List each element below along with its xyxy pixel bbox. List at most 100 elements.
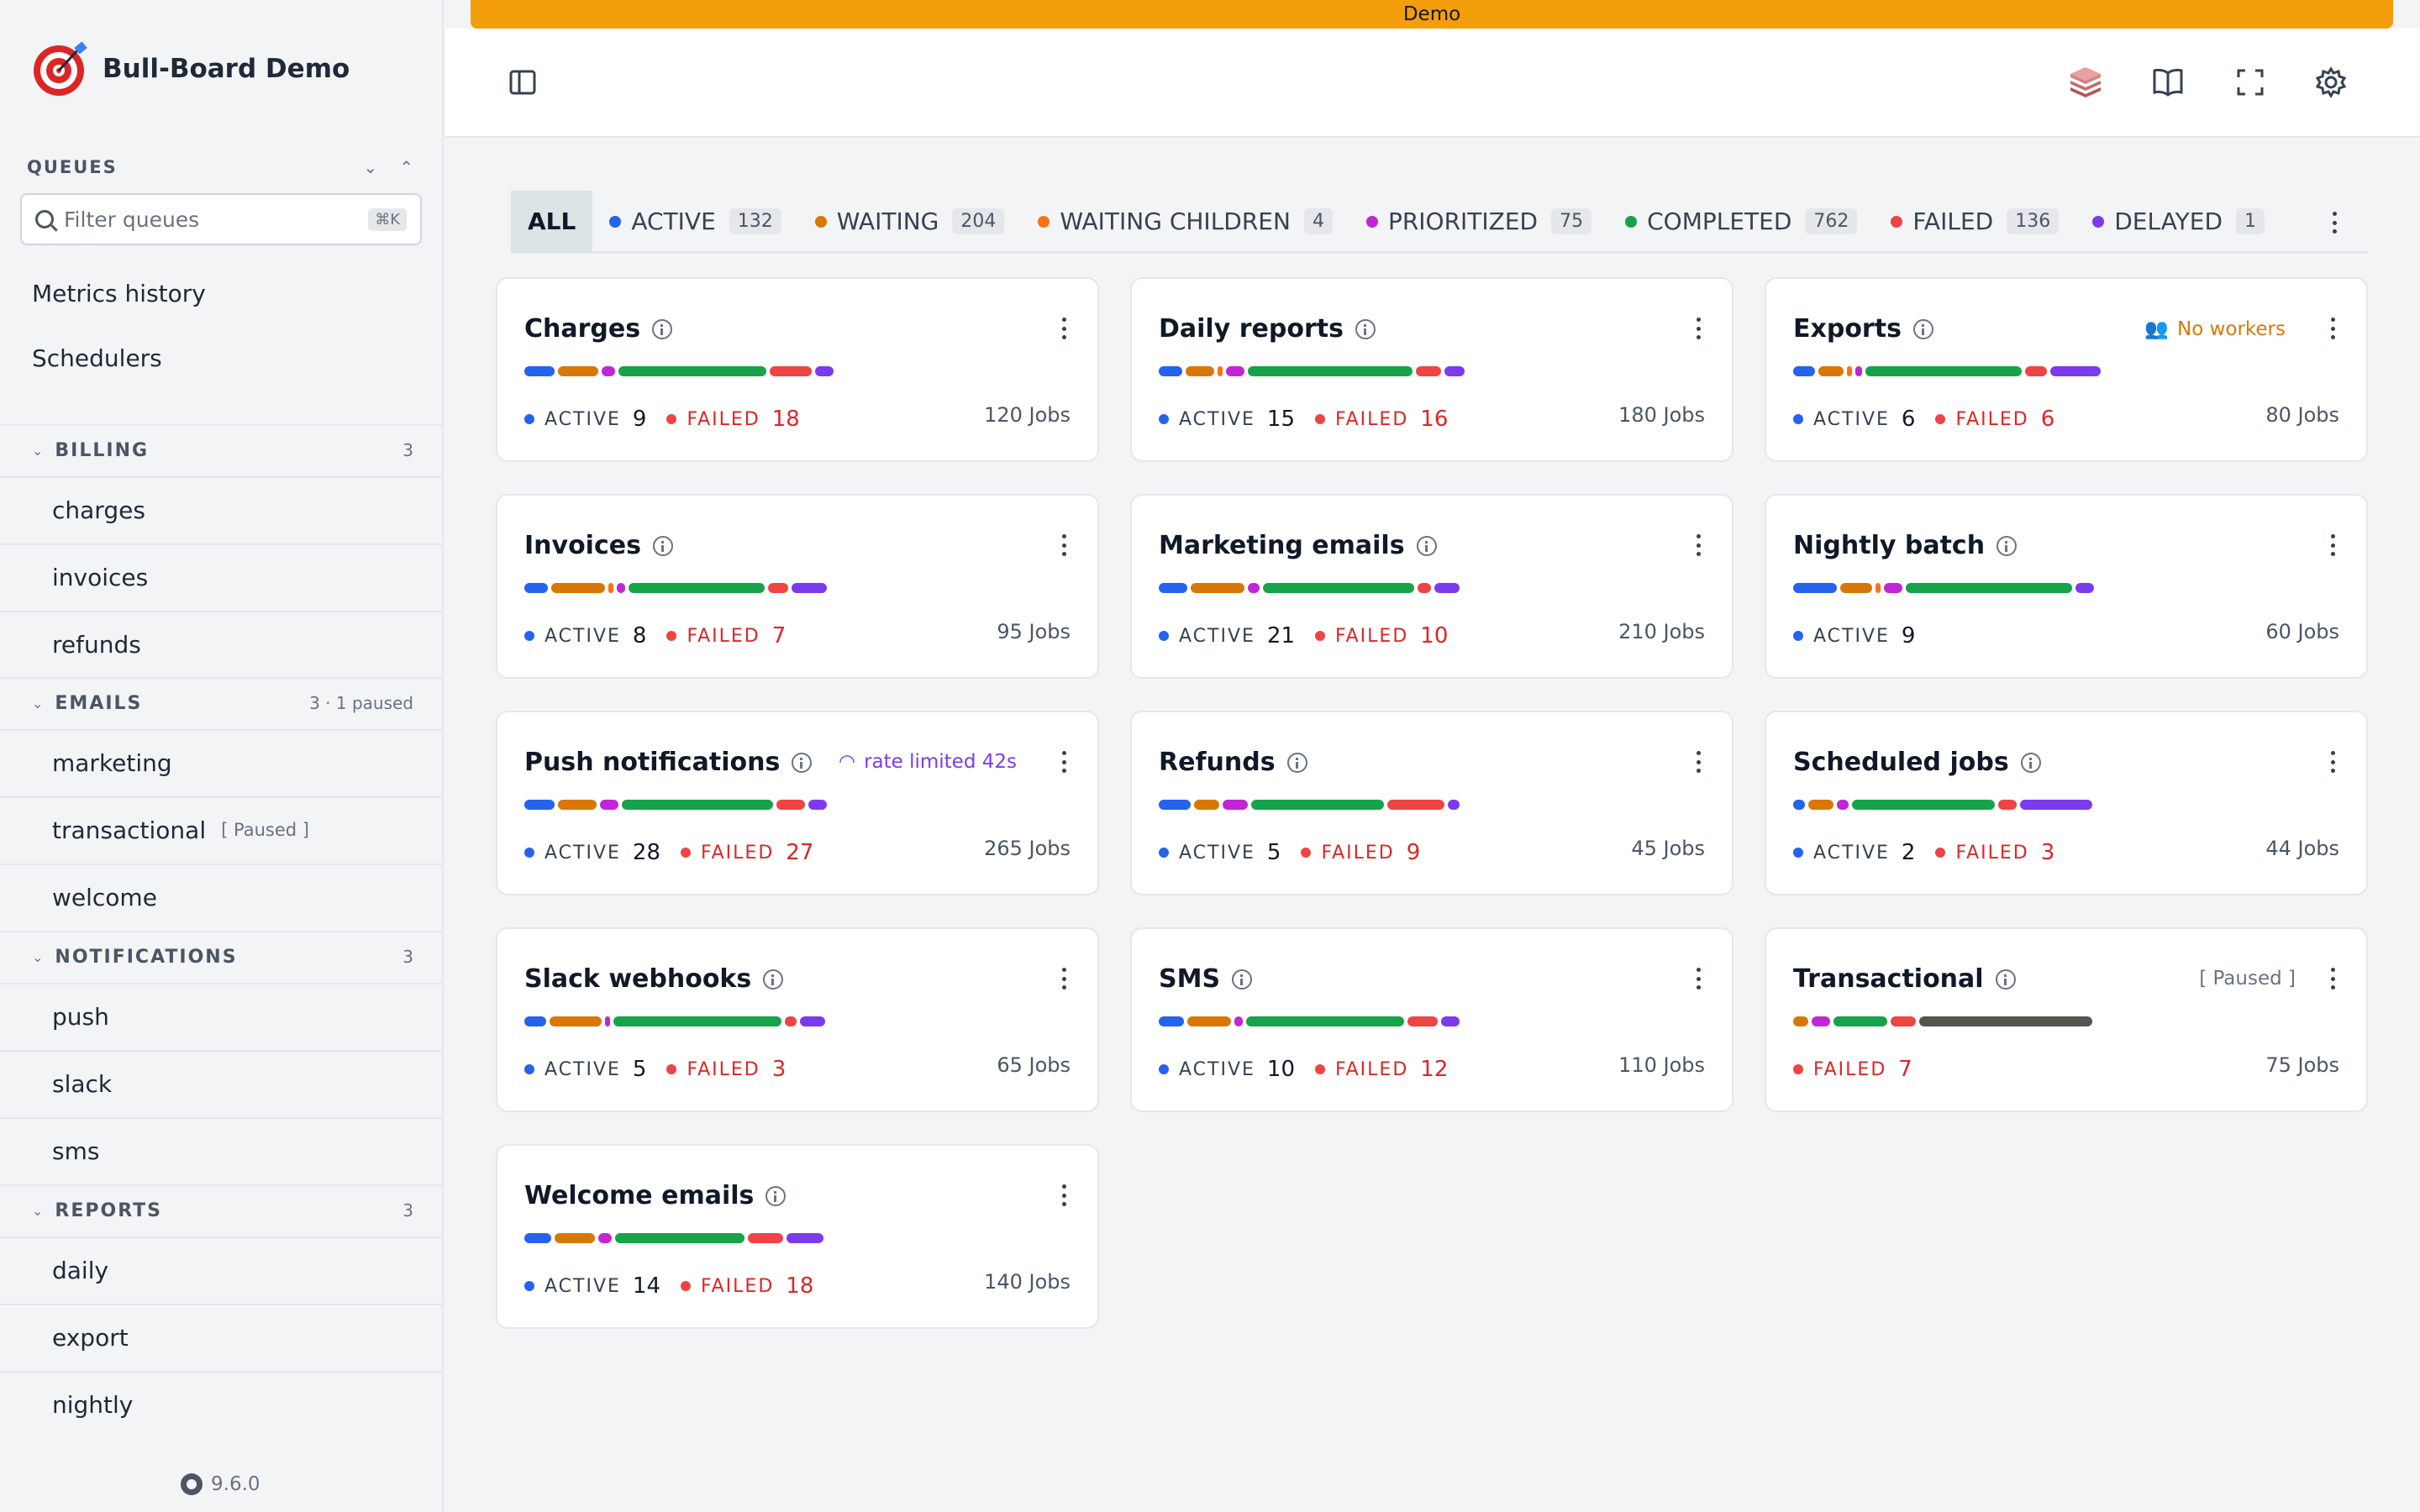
tab-active[interactable]: ACTIVE 132: [592, 191, 797, 253]
brand[interactable]: Bull-Board Demo: [32, 40, 350, 97]
queue-card-title[interactable]: Marketing emails: [1159, 531, 1437, 560]
group-billing[interactable]: ⌄ BILLING 3: [0, 424, 444, 475]
tab-all[interactable]: ALL: [511, 190, 593, 253]
tab-waiting[interactable]: WAITING 204: [798, 191, 1022, 253]
tab-delayed[interactable]: DELAYED 1: [2075, 191, 2281, 253]
info-icon[interactable]: [652, 535, 673, 556]
queue-item-nightly[interactable]: nightly: [0, 1371, 444, 1436]
queue-card[interactable]: Marketing emails ACTIVE 21 FAILED 10 210 Jobs: [1130, 494, 1733, 679]
version-link[interactable]: 9.6.0: [181, 1473, 260, 1495]
bar-segment-waiting: [1840, 583, 1872, 593]
queue-item-transactional[interactable]: transactional [ Paused ]: [0, 796, 444, 862]
info-icon[interactable]: [763, 969, 784, 990]
job-status-bar: [1793, 1016, 2341, 1026]
queue-card-title[interactable]: Refunds: [1159, 748, 1307, 777]
bar-segment-completed: [1263, 583, 1414, 593]
queue-card[interactable]: Charges ACTIVE 9 FAILED 18 120 Jobs: [496, 277, 1099, 462]
queue-item-daily[interactable]: daily: [0, 1236, 444, 1302]
nav-metrics-history[interactable]: Metrics history: [32, 280, 206, 307]
queue-card-title[interactable]: Slack webhooks: [524, 964, 784, 994]
queue-card-title[interactable]: Invoices: [524, 531, 673, 560]
queue-card[interactable]: Transactional [ Paused ] FAILED 7 75 Jobs: [1765, 927, 2368, 1112]
info-icon[interactable]: [1355, 318, 1376, 339]
active-dot: [524, 848, 534, 858]
info-icon[interactable]: [2020, 752, 2041, 773]
sidebar-toggle-icon[interactable]: [502, 62, 543, 102]
tab-failed[interactable]: FAILED 136: [1874, 191, 2075, 253]
active-stat: ACTIVE 14: [524, 1273, 660, 1299]
queue-card-title[interactable]: Exports: [1793, 314, 1933, 344]
card-menu-icon[interactable]: [1697, 534, 1702, 556]
fullscreen-icon[interactable]: [2230, 62, 2270, 102]
card-menu-icon[interactable]: [1062, 318, 1067, 339]
card-menu-icon[interactable]: [1062, 968, 1067, 990]
queue-card-title[interactable]: Charges: [524, 314, 673, 344]
queue-card[interactable]: Daily reports ACTIVE 15 FAILED 16 180 Jobs: [1130, 277, 1733, 462]
redis-icon[interactable]: [2065, 62, 2106, 102]
queue-card[interactable]: Exports 👥 No workers ACTIVE 6 FAILED 6 80 Jobs: [1765, 277, 2368, 462]
group-notifications[interactable]: ⌄ NOTIFICATIONS 3: [0, 931, 444, 981]
info-icon[interactable]: [1995, 969, 2016, 990]
info-icon[interactable]: [792, 752, 813, 773]
queue-item-sms[interactable]: sms: [0, 1117, 444, 1183]
queue-card-title[interactable]: Push notifications: [524, 748, 813, 777]
tab-completed[interactable]: COMPLETED 762: [1608, 191, 1874, 253]
queue-card[interactable]: SMS ACTIVE 10 FAILED 12 110 Jobs: [1130, 927, 1733, 1112]
queue-item-refunds[interactable]: refunds: [0, 611, 444, 676]
queue-card[interactable]: Push notifications ◠ rate limited 42s ACTIV…: [496, 711, 1099, 895]
card-menu-icon[interactable]: [2331, 751, 2336, 773]
info-icon[interactable]: [1232, 969, 1253, 990]
card-menu-icon[interactable]: [2331, 968, 2336, 990]
info-icon[interactable]: [765, 1185, 786, 1206]
expand-all-icon[interactable]: ⌃: [399, 157, 413, 177]
tab-waiting-children[interactable]: WAITING CHILDREN 4: [1021, 191, 1349, 253]
queue-card-title[interactable]: SMS: [1159, 964, 1253, 994]
card-menu-icon[interactable]: [1697, 751, 1702, 773]
queue-card-title[interactable]: Nightly batch: [1793, 531, 2018, 560]
failed-label: FAILED: [687, 1058, 760, 1080]
tabs-more-icon[interactable]: [2333, 212, 2338, 234]
failed-dot: [1793, 1064, 1803, 1074]
queue-card[interactable]: Welcome emails ACTIVE 14 FAILED 18 140 Jobs: [496, 1144, 1099, 1329]
info-icon[interactable]: [652, 318, 673, 339]
queue-card-title[interactable]: Transactional: [1793, 964, 2016, 994]
queue-card-title[interactable]: Scheduled jobs: [1793, 748, 2041, 777]
queue-card-title[interactable]: Welcome emails: [524, 1181, 786, 1210]
group-reports[interactable]: ⌄ REPORTS 3: [0, 1184, 444, 1235]
queue-item-push[interactable]: push: [0, 983, 444, 1048]
card-menu-icon[interactable]: [1062, 534, 1067, 556]
card-menu-icon[interactable]: [1062, 1184, 1067, 1206]
queue-card[interactable]: Scheduled jobs ACTIVE 2 FAILED 3 44 Jobs: [1765, 711, 2368, 895]
card-menu-icon[interactable]: [1697, 968, 1702, 990]
card-menu-icon[interactable]: [2331, 318, 2336, 339]
queue-card[interactable]: Invoices ACTIVE 8 FAILED 7 95 Jobs: [496, 494, 1099, 679]
bar-segment-waiting: [555, 1233, 595, 1243]
queue-card[interactable]: Slack webhooks ACTIVE 5 FAILED 3 65 Jobs: [496, 927, 1099, 1112]
group-emails[interactable]: ⌄ EMAILS 3 · 1 paused: [0, 677, 444, 727]
filter-queues-input[interactable]: Filter queues ⌘K: [20, 193, 422, 245]
queue-item-slack[interactable]: slack: [0, 1050, 444, 1116]
card-menu-icon[interactable]: [1697, 318, 1702, 339]
docs-icon[interactable]: [2148, 62, 2188, 102]
settings-icon[interactable]: [2311, 62, 2351, 102]
collapse-all-icon[interactable]: ⌄: [363, 157, 378, 177]
queue-card-title[interactable]: Daily reports: [1159, 314, 1376, 344]
info-icon[interactable]: [1996, 535, 2018, 556]
bar-segment-completed: [1833, 1016, 1887, 1026]
queue-card[interactable]: Nightly batch ACTIVE 9 60 Jobs: [1765, 494, 2368, 679]
info-icon[interactable]: [1912, 318, 1933, 339]
queue-item-marketing[interactable]: marketing: [0, 729, 444, 795]
active-dot: [1793, 848, 1803, 858]
nav-schedulers[interactable]: Schedulers: [32, 344, 162, 372]
card-menu-icon[interactable]: [2331, 534, 2336, 556]
queue-item-charges[interactable]: charges: [0, 476, 444, 542]
card-menu-icon[interactable]: [1062, 751, 1067, 773]
info-icon[interactable]: [1286, 752, 1307, 773]
active-dot: [1793, 631, 1803, 641]
tab-prioritized[interactable]: PRIORITIZED 75: [1349, 191, 1608, 253]
queue-item-export[interactable]: export: [0, 1304, 444, 1369]
queue-item-welcome[interactable]: welcome: [0, 864, 444, 929]
queue-card[interactable]: Refunds ACTIVE 5 FAILED 9 45 Jobs: [1130, 711, 1733, 895]
info-icon[interactable]: [1416, 535, 1437, 556]
queue-item-invoices[interactable]: invoices: [0, 543, 444, 609]
